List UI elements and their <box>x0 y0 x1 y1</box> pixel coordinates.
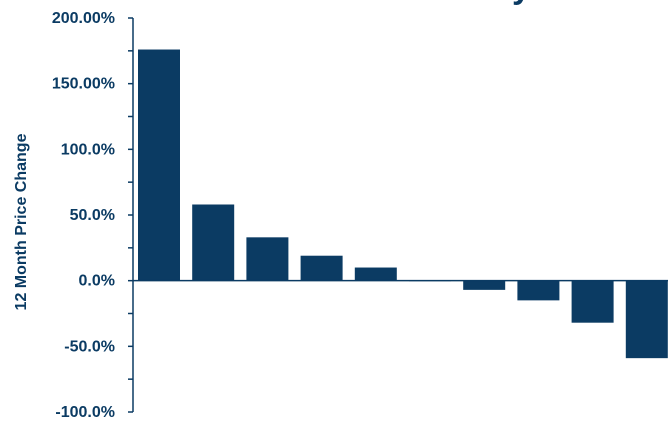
chart-title-fragment: y <box>512 0 531 6</box>
y-tick-label: 200.00% <box>52 10 115 27</box>
bar <box>354 267 397 281</box>
y-axis-title: 12 Month Price Change <box>13 133 30 310</box>
bar <box>625 280 668 359</box>
y-tick-label: -50.0% <box>64 338 115 355</box>
bar <box>246 237 289 281</box>
y-axis: 200.00% 150.00% 100.0% 50.0% 0.0% -50.0% -100.… <box>52 10 134 421</box>
bar <box>192 204 235 281</box>
y-tick-label: -100.0% <box>55 404 115 421</box>
bar <box>463 280 506 290</box>
y-tick-label: 0.0% <box>79 273 115 290</box>
bar-series <box>138 49 668 359</box>
bar <box>300 255 343 281</box>
bar <box>571 280 614 323</box>
bar <box>517 280 560 301</box>
y-tick-label: 100.0% <box>61 141 115 158</box>
y-tick-label: 50.0% <box>70 207 115 224</box>
y-tick-label: 150.00% <box>52 76 115 93</box>
bar <box>138 49 180 281</box>
